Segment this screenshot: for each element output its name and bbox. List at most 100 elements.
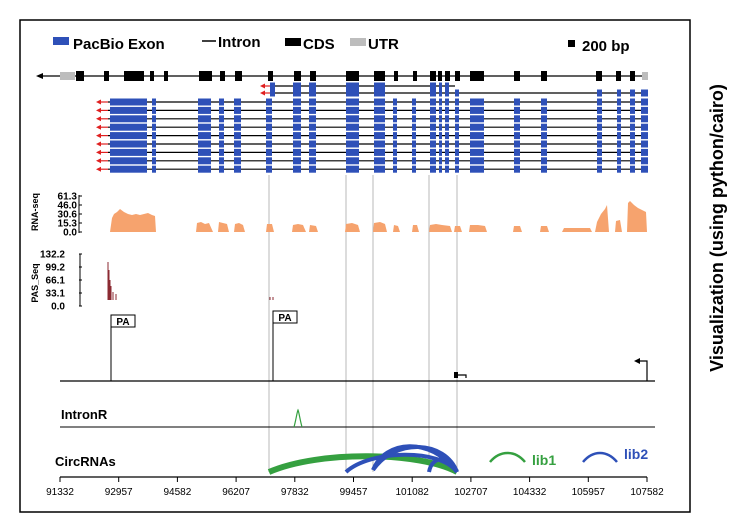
isoform-exon xyxy=(630,157,635,165)
pacbio-isoforms xyxy=(96,82,648,173)
isoform-exon xyxy=(110,98,147,106)
cds-block xyxy=(430,71,436,81)
isoform-exon xyxy=(514,148,520,156)
lib1-legend-arc xyxy=(489,451,526,463)
isoform-exon xyxy=(234,157,241,165)
isoform-exon xyxy=(412,98,416,106)
isoform-exon xyxy=(630,132,635,140)
isoform-strand-arrow-icon xyxy=(96,149,101,155)
isoform-exon xyxy=(445,82,449,90)
isoform-exon xyxy=(346,106,359,114)
isoform-exon xyxy=(198,115,211,123)
isoform-exon xyxy=(293,98,301,106)
track-tick-label: 132.2 xyxy=(40,250,65,261)
axis-tick-label: 99457 xyxy=(340,487,368,498)
isoform-exon xyxy=(439,157,442,165)
coverage-peak xyxy=(266,224,274,232)
axis-tick-label: 91332 xyxy=(46,487,74,498)
isoform-exon xyxy=(597,123,602,131)
isoform-exon xyxy=(152,115,156,123)
isoform-exon xyxy=(597,157,602,165)
coverage-peak xyxy=(292,224,306,232)
isoform-exon xyxy=(470,148,484,156)
isoform-exon xyxy=(439,98,442,106)
isoform-exon xyxy=(641,89,648,97)
isoform-exon xyxy=(445,157,449,165)
isoform-strand-arrow-icon xyxy=(96,99,101,105)
isoform-exon xyxy=(266,140,272,148)
isoform-exon xyxy=(309,123,316,131)
coverage-peak xyxy=(373,222,387,232)
isoform-exon xyxy=(393,98,397,106)
isoform-exon xyxy=(470,165,484,173)
cds-block xyxy=(220,71,225,81)
isoform-exon xyxy=(630,98,635,106)
track-tick-label: 66.1 xyxy=(46,276,66,287)
isoform-exon xyxy=(110,140,147,148)
isoform-exon xyxy=(641,115,648,123)
isoform-exon xyxy=(514,106,520,114)
coverage-peak xyxy=(513,226,522,232)
pas-peaks xyxy=(107,262,274,300)
isoform-strand-arrow-icon xyxy=(96,141,101,147)
isoform-exon xyxy=(445,115,449,123)
isoform-exon xyxy=(617,98,621,106)
isoform-exon xyxy=(445,89,449,97)
isoform-exon xyxy=(266,148,272,156)
intronr-peak xyxy=(293,408,303,428)
circrna-arc-lib2 xyxy=(427,457,459,473)
isoform-exon xyxy=(266,132,272,140)
isoform-strand-arrow-icon xyxy=(260,83,265,89)
isoform-exon xyxy=(445,132,449,140)
isoform-exon xyxy=(219,132,224,140)
isoform-exon xyxy=(266,98,272,106)
isoform-exon xyxy=(455,123,459,131)
isoform-exon xyxy=(374,148,385,156)
axis-tick-label: 101082 xyxy=(396,487,430,498)
isoform-exon xyxy=(219,106,224,114)
axis-tick-label: 102707 xyxy=(454,487,488,498)
isoform-exon xyxy=(430,89,436,97)
isoform-exon xyxy=(346,82,359,90)
isoform-exon xyxy=(393,115,397,123)
axis-tick-label: 104332 xyxy=(513,487,547,498)
isoform-exon xyxy=(455,98,459,106)
isoform-exon xyxy=(641,148,648,156)
isoform-exon xyxy=(597,89,602,97)
circrna-arc-lib1 xyxy=(267,453,459,475)
isoform-exon xyxy=(514,98,520,106)
isoform-exon xyxy=(617,140,621,148)
isoform-exon xyxy=(393,140,397,148)
isoform-exon xyxy=(293,89,301,97)
isoform-exon xyxy=(430,123,436,131)
isoform-exon xyxy=(439,123,442,131)
coverage-peak xyxy=(345,223,360,232)
coordinate-axis: 91332 92957 94582 96207 97832 99457 101082 1027… xyxy=(46,476,664,498)
intronr-label: IntronR xyxy=(61,407,108,422)
isoform-exon xyxy=(393,157,397,165)
cds-block xyxy=(76,71,84,81)
track-tick-label: 0.0 xyxy=(51,302,65,313)
isoform-exon xyxy=(309,82,316,90)
coverage-peak xyxy=(110,209,156,232)
track-tick-label: 15.3 xyxy=(58,219,78,230)
cds-block xyxy=(235,71,242,81)
tss-arrow xyxy=(636,360,648,381)
isoform-exon xyxy=(293,82,301,90)
isoform-exon xyxy=(293,123,301,131)
isoform-exon xyxy=(234,132,241,140)
isoform-exon xyxy=(514,123,520,131)
isoform-exon xyxy=(597,132,602,140)
isoform-exon xyxy=(597,115,602,123)
isoform-exon xyxy=(309,132,316,140)
isoform-exon xyxy=(293,132,301,140)
isoform-exon xyxy=(309,106,316,114)
isoform-exon xyxy=(455,157,459,165)
isoform-exon xyxy=(393,123,397,131)
isoform-exon xyxy=(541,148,547,156)
isoform-exon xyxy=(630,123,635,131)
coverage-peak xyxy=(196,222,213,232)
isoform-exon xyxy=(470,98,484,106)
circrnas-label: CircRNAs xyxy=(55,454,116,469)
isoform-exon xyxy=(234,165,241,173)
